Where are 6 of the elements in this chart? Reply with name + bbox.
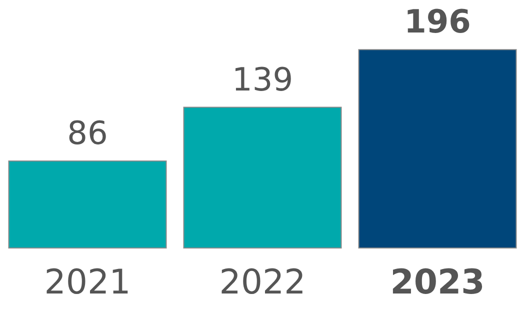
data-label: 196 xyxy=(404,2,471,41)
data-label: 86 xyxy=(67,114,108,152)
x-tick-label: 2021 xyxy=(44,262,131,302)
x-tick-label: 2023 xyxy=(390,262,485,302)
x-tick-label: 2022 xyxy=(219,262,306,302)
data-label: 139 xyxy=(232,60,294,98)
